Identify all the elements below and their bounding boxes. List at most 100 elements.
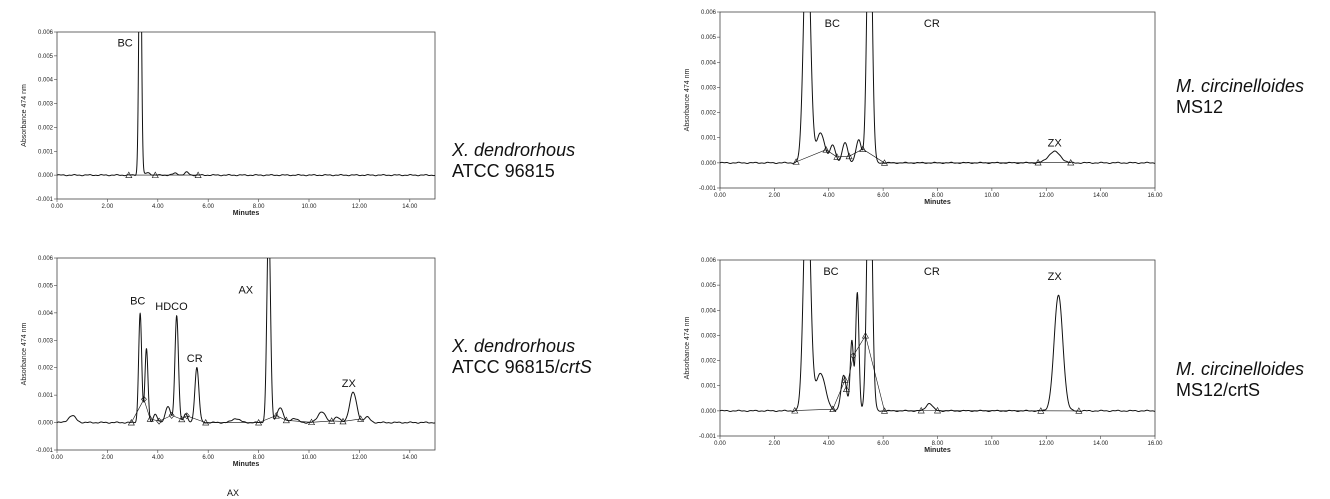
y-tick-label: 0.003 xyxy=(701,333,717,339)
peak-marker-triangle xyxy=(272,412,280,419)
plot-frame xyxy=(719,259,1156,437)
chromatogram-3: -0.001 0.000 0.001 0.002 0.003 0.004 0.005 0.00… xyxy=(684,10,1163,206)
peak-marker-triangle xyxy=(1037,407,1045,414)
x-tick-label: 10.00 xyxy=(301,455,317,461)
y-tick-label: -0.001 xyxy=(699,186,717,192)
species-name: X. dendrorhous xyxy=(452,336,576,356)
peak-marker-triangle xyxy=(859,145,867,152)
y-tick-label: 0.005 xyxy=(38,283,54,289)
x-tick-label: 0.00 xyxy=(714,193,726,199)
peak-label: ZX xyxy=(1048,138,1063,150)
y-tick-label: -0.001 xyxy=(36,197,54,203)
plot-frame xyxy=(719,11,1156,189)
x-tick-label: 6.00 xyxy=(877,193,889,199)
y-axis-label: Absorbance 474 nm xyxy=(684,317,691,380)
y-tick-label: 0.000 xyxy=(701,409,717,415)
peak-marker-diamond xyxy=(850,352,857,360)
x-tick-label: 2.00 xyxy=(102,455,114,461)
cropped-label: AX xyxy=(227,488,240,498)
peak-label: HDCO xyxy=(155,301,188,313)
peak-marker-triangle xyxy=(282,416,290,424)
strain-label-1: X. dendrorhous ATCC 96815 xyxy=(452,140,575,182)
peak-label: CR xyxy=(924,18,940,30)
integration-baseline xyxy=(131,398,361,423)
y-tick-label: 0.003 xyxy=(38,338,54,344)
peak-marker-triangle xyxy=(146,415,154,422)
x-tick-label: 0.00 xyxy=(51,455,63,461)
x-tick-label: 2.00 xyxy=(769,193,781,199)
peak-marker-triangle xyxy=(822,146,830,153)
x-tick-label: 8.00 xyxy=(253,204,265,210)
x-tick-label: 8.00 xyxy=(253,455,265,461)
peak-label: BC xyxy=(823,266,838,278)
peak-marker-triangle xyxy=(880,159,888,166)
x-axis-label: Minutes xyxy=(924,199,951,206)
x-tick-label: 6.00 xyxy=(202,204,214,210)
peak-marker-triangle xyxy=(933,406,942,414)
peak-label: AX xyxy=(238,285,253,297)
x-tick-label: 12.00 xyxy=(1039,441,1055,447)
gene-name: crtS xyxy=(559,357,592,377)
x-tick-label: 4.00 xyxy=(823,193,835,199)
x-tick-label: 0.00 xyxy=(51,204,63,210)
peak-marker-diamond xyxy=(141,395,147,403)
y-tick-label: 0.002 xyxy=(701,359,717,365)
x-tick-label: 2.00 xyxy=(769,441,781,447)
x-axis-label: Minutes xyxy=(924,447,951,454)
y-tick-label: 0.000 xyxy=(38,421,54,427)
strain-label-4: M. circinelloides MS12/crtS xyxy=(1176,359,1304,401)
chromatogram-2: -0.001 0.000 0.001 0.002 0.003 0.004 0.005 0.00… xyxy=(21,256,436,468)
integration-baseline xyxy=(795,148,1071,164)
y-tick-label: 0.001 xyxy=(38,393,54,399)
y-axis-label: Absorbance 474 nm xyxy=(684,69,691,132)
plot-frame xyxy=(56,257,436,451)
y-tick-label: 0.001 xyxy=(701,384,717,390)
strain-name: ATCC 96815 xyxy=(452,161,555,181)
chromatogram-1: -0.001 0.000 0.001 0.002 0.003 0.004 0.005 0.00… xyxy=(21,30,436,217)
peak-label: BC xyxy=(825,18,840,30)
peak-marker-triangle xyxy=(308,418,316,426)
y-tick-label: 0.006 xyxy=(701,10,717,16)
y-tick-label: 0.006 xyxy=(38,30,54,36)
peak-marker-triangle xyxy=(1075,407,1083,414)
x-tick-label: 14.00 xyxy=(402,204,418,210)
peak-marker-triangle xyxy=(841,376,849,383)
x-tick-label: 14.00 xyxy=(1093,441,1109,447)
peak-marker-triangle xyxy=(917,406,925,414)
x-tick-label: 16.00 xyxy=(1147,441,1163,447)
peak-marker-diamond xyxy=(168,411,175,419)
species-name: X. dendrorhous xyxy=(452,140,576,160)
y-tick-label: 0.002 xyxy=(701,111,717,117)
x-tick-label: 4.00 xyxy=(152,455,164,461)
species-name: M. circinelloides xyxy=(1176,359,1305,379)
y-tick-label: 0.002 xyxy=(38,125,54,131)
y-tick-label: 0.006 xyxy=(38,256,54,262)
peak-marker-triangle xyxy=(861,331,869,339)
peak-marker-triangle xyxy=(125,171,133,178)
x-tick-label: 8.00 xyxy=(932,441,944,447)
y-tick-label: 0.000 xyxy=(701,161,717,167)
y-axis-label: Absorbance 474 nm xyxy=(21,323,28,386)
x-tick-label: 10.00 xyxy=(301,204,317,210)
peak-marker-diamond xyxy=(183,412,190,420)
peak-marker-triangle xyxy=(845,152,853,160)
x-tick-label: 16.00 xyxy=(1147,193,1163,199)
x-tick-label: 2.00 xyxy=(102,204,114,210)
x-tick-label: 14.00 xyxy=(1093,193,1109,199)
y-tick-label: 0.005 xyxy=(38,54,54,60)
strain-label-2: X. dendrorhous ATCC 96815/crtS xyxy=(452,336,592,378)
peak-marker-triangle xyxy=(328,417,336,424)
species-name: M. circinelloides xyxy=(1176,76,1305,96)
x-tick-label: 10.00 xyxy=(984,193,1000,199)
chromatogram-4: -0.001 0.000 0.001 0.002 0.003 0.004 0.005 0.00… xyxy=(684,258,1163,454)
peak-marker-diamond xyxy=(156,417,162,425)
x-tick-label: 0.00 xyxy=(714,441,726,447)
x-tick-label: 10.00 xyxy=(984,441,1000,447)
peak-label: CR xyxy=(924,266,940,278)
x-tick-label: 6.00 xyxy=(877,441,889,447)
peak-marker-triangle xyxy=(829,405,837,412)
y-tick-label: -0.001 xyxy=(699,434,717,440)
peak-marker-triangle xyxy=(880,407,888,414)
peak-marker-triangle xyxy=(151,171,159,178)
peak-marker-triangle xyxy=(178,415,186,423)
